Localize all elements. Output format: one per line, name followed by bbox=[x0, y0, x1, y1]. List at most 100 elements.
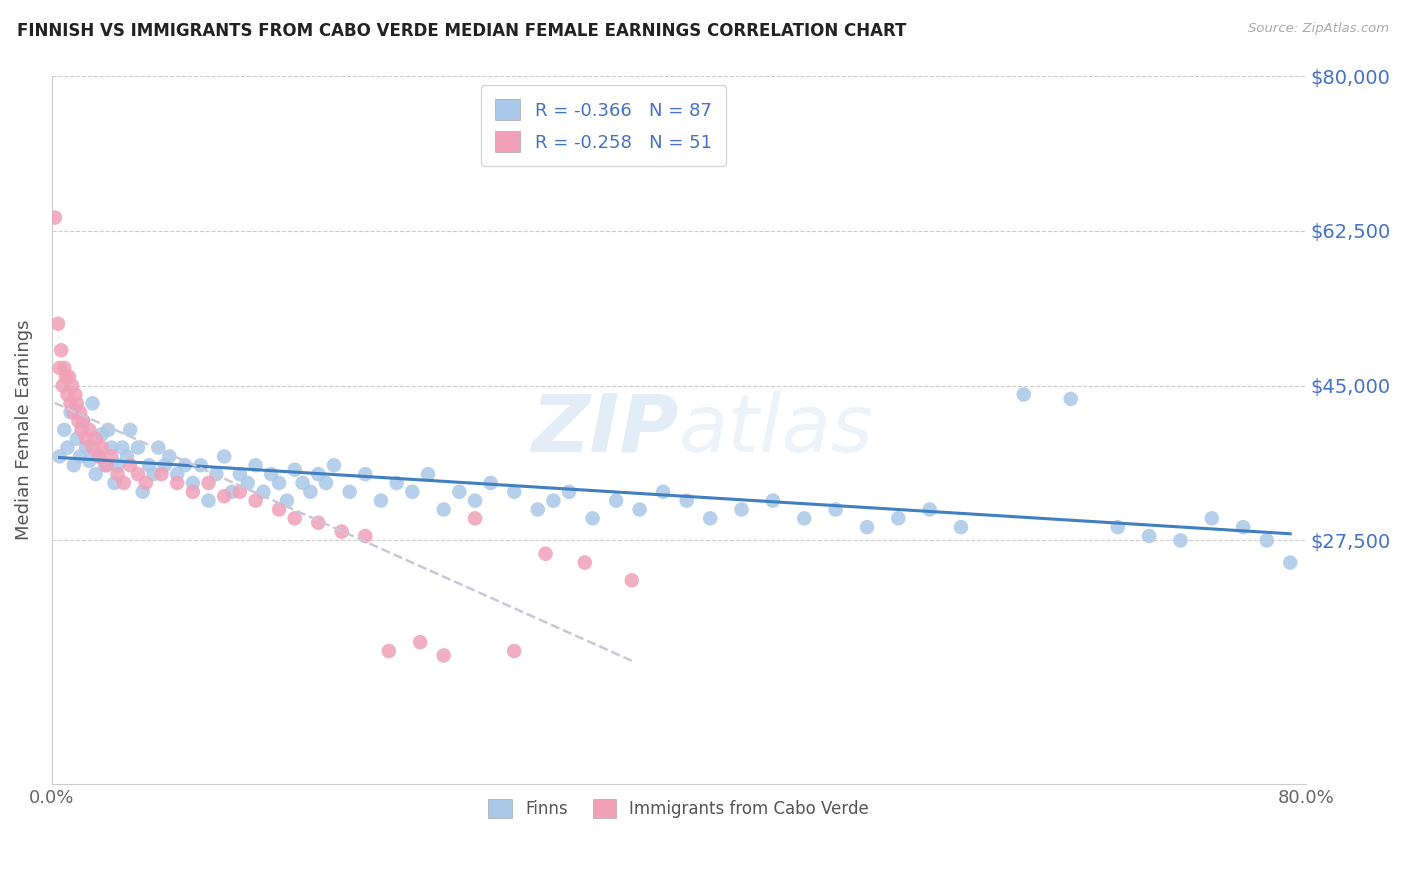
Point bbox=[131, 484, 153, 499]
Point bbox=[94, 458, 117, 473]
Point bbox=[221, 484, 243, 499]
Point bbox=[212, 489, 235, 503]
Point bbox=[52, 378, 75, 392]
Point bbox=[354, 467, 377, 482]
Text: Source: ZipAtlas.com: Source: ZipAtlas.com bbox=[1249, 22, 1389, 36]
Point bbox=[330, 524, 353, 539]
Point bbox=[53, 361, 76, 376]
Point bbox=[464, 511, 486, 525]
Point bbox=[66, 432, 89, 446]
Point bbox=[65, 387, 87, 401]
Point bbox=[157, 450, 180, 464]
Point bbox=[245, 493, 267, 508]
Point bbox=[503, 644, 526, 658]
Point bbox=[581, 511, 603, 525]
Point bbox=[307, 516, 329, 530]
Point bbox=[1060, 392, 1083, 406]
Point bbox=[449, 484, 471, 499]
Point bbox=[730, 502, 752, 516]
Point bbox=[62, 405, 84, 419]
Point bbox=[370, 493, 392, 508]
Point bbox=[267, 502, 290, 516]
Point bbox=[150, 467, 173, 482]
Point bbox=[90, 441, 112, 455]
Point bbox=[534, 547, 557, 561]
Point bbox=[75, 432, 97, 446]
Point bbox=[675, 493, 697, 508]
Point bbox=[107, 458, 129, 473]
Point bbox=[543, 493, 565, 508]
Point bbox=[59, 405, 82, 419]
Point bbox=[699, 511, 721, 525]
Point bbox=[72, 414, 94, 428]
Point bbox=[181, 484, 204, 499]
Point bbox=[605, 493, 627, 508]
Point bbox=[824, 502, 846, 516]
Point bbox=[49, 343, 72, 358]
Point bbox=[558, 484, 581, 499]
Point bbox=[72, 414, 94, 428]
Point bbox=[323, 458, 346, 473]
Point bbox=[55, 369, 77, 384]
Point bbox=[315, 475, 337, 490]
Point bbox=[115, 450, 138, 464]
Point bbox=[53, 423, 76, 437]
Point bbox=[70, 423, 93, 437]
Point bbox=[44, 211, 66, 225]
Point bbox=[58, 369, 80, 384]
Point bbox=[148, 441, 170, 455]
Point bbox=[181, 475, 204, 490]
Point bbox=[252, 484, 274, 499]
Point bbox=[652, 484, 675, 499]
Text: ZIP: ZIP bbox=[531, 391, 679, 469]
Point bbox=[299, 484, 322, 499]
Point bbox=[96, 458, 118, 473]
Point bbox=[135, 475, 157, 490]
Point bbox=[174, 458, 197, 473]
Point bbox=[526, 502, 548, 516]
Point bbox=[433, 648, 456, 663]
Text: FINNISH VS IMMIGRANTS FROM CABO VERDE MEDIAN FEMALE EARNINGS CORRELATION CHART: FINNISH VS IMMIGRANTS FROM CABO VERDE ME… bbox=[17, 22, 907, 40]
Point bbox=[1201, 511, 1223, 525]
Point bbox=[1232, 520, 1254, 534]
Point bbox=[100, 441, 122, 455]
Point bbox=[153, 458, 176, 473]
Point bbox=[103, 475, 125, 490]
Point bbox=[1170, 533, 1192, 548]
Point bbox=[762, 493, 785, 508]
Point bbox=[48, 450, 70, 464]
Point bbox=[56, 387, 79, 401]
Point bbox=[236, 475, 259, 490]
Point bbox=[229, 467, 252, 482]
Point bbox=[503, 484, 526, 499]
Point bbox=[127, 441, 149, 455]
Point bbox=[138, 458, 160, 473]
Point bbox=[82, 396, 104, 410]
Point bbox=[112, 475, 135, 490]
Point bbox=[409, 635, 432, 649]
Point bbox=[46, 317, 69, 331]
Point bbox=[1256, 533, 1278, 548]
Point bbox=[56, 441, 79, 455]
Point bbox=[354, 529, 377, 543]
Point bbox=[120, 458, 142, 473]
Point bbox=[66, 396, 89, 410]
Point bbox=[212, 450, 235, 464]
Point bbox=[79, 454, 101, 468]
Point bbox=[87, 450, 110, 464]
Point bbox=[918, 502, 941, 516]
Point bbox=[416, 467, 439, 482]
Point bbox=[84, 467, 107, 482]
Point bbox=[479, 475, 502, 490]
Point bbox=[245, 458, 267, 473]
Point bbox=[69, 450, 91, 464]
Point bbox=[97, 423, 120, 437]
Point bbox=[401, 484, 423, 499]
Point bbox=[887, 511, 910, 525]
Point bbox=[1279, 556, 1302, 570]
Point bbox=[75, 441, 97, 455]
Point bbox=[127, 467, 149, 482]
Point bbox=[197, 493, 219, 508]
Point bbox=[378, 644, 401, 658]
Point bbox=[291, 475, 314, 490]
